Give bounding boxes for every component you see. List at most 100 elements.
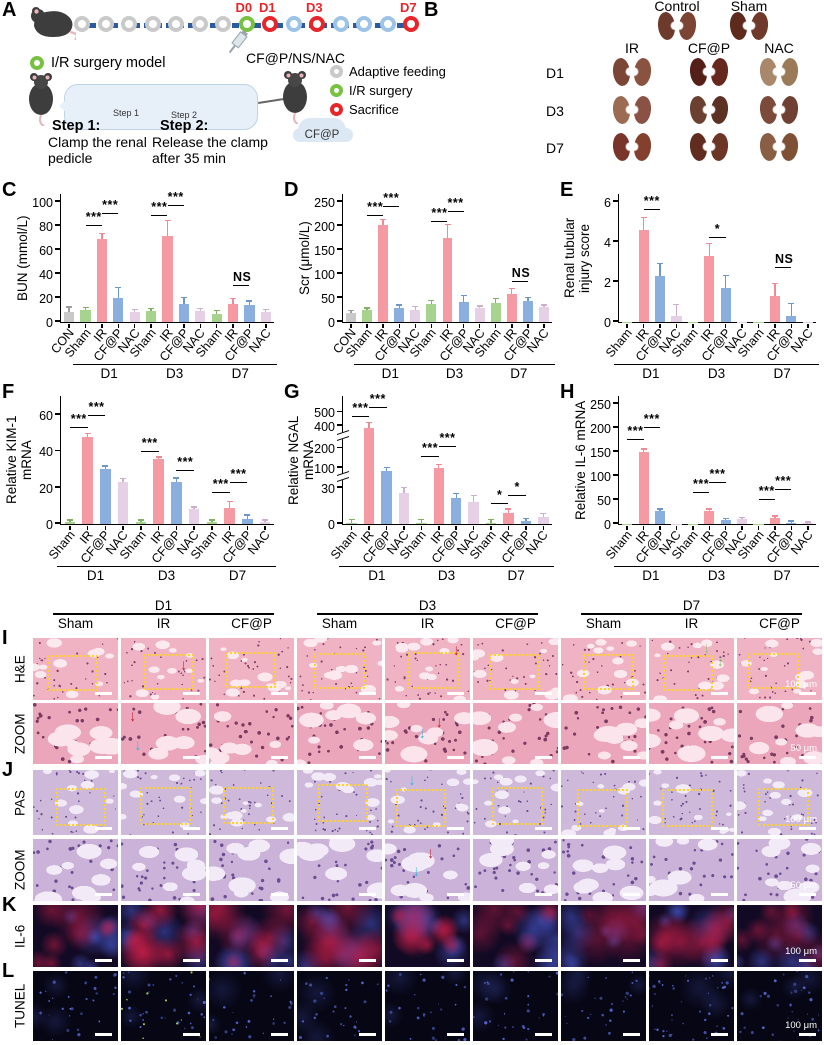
h&e-d3-sham-image: [297, 638, 382, 700]
y-tick-label: 6: [604, 196, 611, 210]
il-6-d1-sham-image: [33, 905, 118, 967]
y-tick-label: 60: [39, 408, 53, 423]
pas-d3-cf@p-image: [473, 770, 558, 835]
scale-bar: [95, 1033, 112, 1036]
day-group-underline: [317, 613, 538, 615]
error-bar-cap: [722, 517, 729, 520]
error-bar: [193, 507, 195, 510]
error-bar-cap: [246, 300, 253, 302]
y-tick-label: 20: [39, 292, 53, 306]
tunel-d3-ir-image: [385, 971, 470, 1041]
kidney-photo: [688, 132, 709, 162]
kidney-row-label: D1: [546, 65, 564, 81]
x-tick-mark: [494, 323, 497, 328]
annotation-arrow: ↓: [180, 655, 188, 674]
x-tick-mark: [708, 323, 711, 328]
region-of-interest-box: [395, 788, 447, 827]
region-of-interest-box: [577, 789, 628, 828]
il-6-d7-ir-image: [649, 905, 734, 967]
bar-IR: [433, 467, 445, 524]
scale-bar: [183, 959, 200, 962]
scale-bar: [711, 827, 728, 830]
significance-stars: ***: [351, 401, 370, 418]
timeline-day-label: D3: [306, 0, 323, 15]
day-group-label-D3: D3: [418, 364, 491, 381]
bar-IR: [503, 513, 514, 524]
il-6-d1-cf@p-image: [209, 905, 294, 967]
panel-letter-i: I: [2, 627, 8, 649]
timeline-day-label: D1: [259, 0, 276, 15]
error-bar: [232, 299, 234, 304]
x-tick-mark: [511, 323, 513, 328]
region-of-interest-box: [662, 655, 714, 692]
error-bar: [150, 309, 152, 312]
y-tick-label: 100: [314, 268, 335, 282]
zoom-d1-cf@p-image: [209, 839, 294, 901]
error-bar: [774, 284, 776, 296]
bar-NAC: [538, 307, 549, 322]
x-tick-mark: [382, 323, 384, 328]
bar-CF@P: [381, 471, 392, 524]
mouse-top-icon: [24, 72, 58, 131]
il-6-d3-sham-image: [297, 905, 382, 967]
error-bar-cap: [505, 508, 512, 510]
zoom-d1-sham-image: [33, 703, 118, 764]
scale-bar: [623, 827, 640, 830]
panel-letter-c: C: [2, 179, 17, 201]
scale-bar: [183, 893, 200, 896]
y-tick-label: 80: [39, 220, 53, 234]
timeline-blue-marker: [285, 16, 302, 32]
error-bar: [708, 244, 710, 256]
kidney-photo: [632, 132, 653, 162]
panel-letter-g: G: [284, 381, 300, 403]
y-tick-mark: [337, 200, 342, 202]
scale-bar-label: 100 μm: [785, 679, 817, 690]
significance-stars: ***: [627, 424, 644, 440]
error-bar: [542, 514, 544, 517]
step1-title: Step 1:: [52, 118, 101, 134]
scale-bar-label: 100 μm: [785, 814, 817, 825]
bar-CF@P: [244, 305, 255, 322]
bar-Sham: [211, 313, 222, 322]
chart-kim1: F Relative KIM-1 mRNA 0 20 40 60 *** *** *** *…: [2, 382, 282, 586]
error-bar-cap: [640, 448, 647, 450]
timeline-green-marker: [238, 16, 255, 32]
y-tick-label: 20: [39, 481, 53, 496]
legend-item-sacrifice: Sacrifice: [330, 100, 446, 119]
error-bar-cap: [435, 463, 442, 466]
significance-stars: ***: [709, 467, 726, 484]
y-tick-mark: [613, 402, 618, 404]
bar-NAC: [398, 492, 410, 524]
bar-Sham: [687, 523, 698, 524]
zoom-d1-ir-image: [121, 703, 206, 764]
histology-day-group-D1: D1: [53, 598, 274, 615]
y-tick-mark: [337, 272, 342, 274]
error-bar-cap: [476, 305, 483, 307]
scale-bar: [799, 959, 816, 962]
x-tick-mark: [525, 525, 527, 530]
annotation-arrow: ↓: [436, 712, 443, 731]
y-tick-mark: [337, 248, 342, 250]
error-bar: [211, 520, 213, 523]
error-bar: [642, 218, 645, 230]
scale-bar: [535, 959, 552, 962]
row-label-zoom: ZOOM: [12, 849, 28, 891]
y-tick-mark: [337, 410, 342, 413]
scale-bar: [95, 893, 112, 896]
timeline-gray-marker: [97, 16, 114, 32]
error-bar-cap: [120, 478, 127, 480]
bar-CF@P: [458, 301, 469, 322]
h&e-d1-sham-image: [33, 638, 118, 700]
model-label: I/R surgery model: [51, 55, 166, 71]
bar-NAC: [117, 482, 129, 524]
scale-bar: [799, 692, 816, 695]
error-bar-cap: [262, 519, 269, 521]
error-bar-cap: [262, 308, 269, 310]
y-tick-mark: [613, 450, 618, 452]
day-group-label-D7: D7: [203, 364, 277, 381]
error-bar: [199, 309, 201, 312]
plot-area: *** *** *** *** * *: [337, 392, 552, 530]
error-bar-cap: [115, 287, 122, 289]
error-bar-cap: [131, 308, 138, 310]
error-bar-cap: [348, 309, 355, 311]
